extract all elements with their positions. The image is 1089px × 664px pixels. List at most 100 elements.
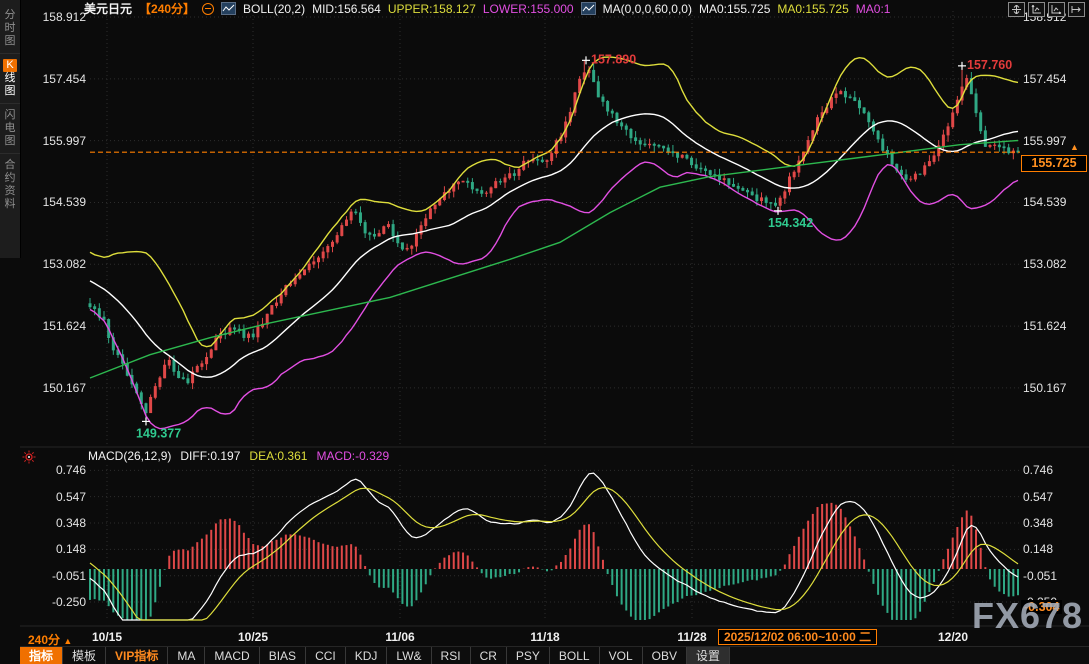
collapse-icon[interactable] [202, 2, 215, 15]
price-tick-left: 151.624 [42, 319, 86, 334]
period-text: 240分 [28, 633, 61, 647]
sidebar-tab-char: 料 [4, 198, 16, 210]
x-axis-date-label: 11/18 [530, 630, 560, 644]
sidebar-tab-char: K [3, 59, 17, 72]
toolbar-item-MACD[interactable]: MACD [205, 647, 260, 664]
price-tick-left: 153.082 [42, 257, 86, 272]
price-tick-left: 150.167 [42, 380, 86, 395]
sidebar-tab-char: 线 [4, 72, 16, 84]
macd-tick-left: 0.746 [55, 463, 86, 478]
ma0-magenta-value: MA0:1 [855, 1, 891, 16]
window-toolbar [1008, 2, 1085, 17]
sidebar-tab-char: 时 [4, 22, 16, 34]
toolbar-item-BOLL[interactable]: BOLL [550, 647, 600, 664]
macd-tick-left: -0.051 [51, 568, 86, 583]
macd-name: MACD(26,12,9) [88, 449, 172, 463]
macd-tick-right: 0.148 [1023, 542, 1054, 557]
pan-icon[interactable] [1008, 2, 1025, 17]
toolbar-item-RSI[interactable]: RSI [432, 647, 471, 664]
macd-value: MACD:-0.329 [316, 449, 390, 463]
period-arrow-icon: ▲ [63, 636, 73, 646]
watermark: FX678 [972, 595, 1084, 636]
macd-dea-value: DEA:0.361 [249, 449, 308, 463]
toolbar-item-MA[interactable]: MA [168, 647, 206, 664]
alert-icon[interactable] [22, 450, 36, 469]
price-annotation: 157.890 [591, 52, 636, 66]
toolbar-item-CR[interactable]: CR [471, 647, 507, 664]
price-tick-right: 153.082 [1023, 257, 1067, 272]
macd-tick-left: 0.148 [55, 542, 86, 557]
sidebar-tab-char: 图 [4, 35, 16, 47]
price-marker-arrow-icon: ▲ [1070, 142, 1079, 152]
toolbar-item-KDJ[interactable]: KDJ [346, 647, 388, 664]
sidebar-tab-char: 图 [4, 85, 16, 97]
price-tick-right: 154.539 [1023, 195, 1067, 210]
macd-tick-left: 0.547 [55, 489, 86, 504]
ma0-white-value: MA0:155.725 [698, 1, 771, 16]
toolbar-item-LW&[interactable]: LW& [387, 647, 432, 664]
boll-mid-value: MID:156.564 [312, 1, 381, 16]
macd-tick-left: 0.348 [55, 515, 86, 530]
macd-header: MACD(26,12,9) DIFF:0.197 DEA:0.361 MACD:… [88, 449, 389, 463]
current-price-tag: 155.725 [1021, 155, 1087, 172]
toolbar-item-OBV[interactable]: OBV [643, 647, 687, 664]
y-axis-scale-icon[interactable] [1028, 2, 1045, 17]
price-tick-right: 151.624 [1023, 319, 1067, 334]
boll-name: BOLL(20,2) [243, 1, 306, 16]
period-label: 【240分】 [139, 2, 196, 16]
ma-indicator-chart-icon[interactable] [580, 2, 596, 15]
macd-diff-value: DIFF:0.197 [180, 449, 241, 463]
x-axis-date-label: 10/15 [91, 630, 123, 644]
sidebar-tab-3[interactable]: 闪电图 [0, 104, 20, 154]
boll-lower-value: LOWER:155.000 [482, 1, 574, 16]
x-axis-date-label: 11/06 [385, 630, 415, 644]
price-tick-right: 157.454 [1023, 71, 1067, 86]
price-tick-left: 155.997 [42, 133, 86, 148]
boll-indicator-chart-icon[interactable] [221, 2, 237, 15]
symbol-title: 美元日元 [84, 2, 133, 16]
price-tick-right: 155.997 [1023, 133, 1067, 148]
x-axis-date-label: 11/28 [677, 630, 707, 644]
macd-tick-left: -0.250 [51, 595, 86, 610]
toolbar-item-VIP指标[interactable]: VIP指标 [106, 647, 169, 664]
crosshair-date-tag: 2025/12/02 06:00~10:00 二 [718, 629, 878, 645]
sidebar-tab-char: 资 [4, 185, 16, 197]
price-tick-left: 157.454 [42, 71, 86, 86]
toolbar-item-模板[interactable]: 模板 [63, 647, 107, 664]
sidebar-tab-char: 分 [4, 9, 16, 21]
macd-tick-right: 0.547 [1023, 489, 1054, 504]
sidebar-tab-char: 图 [4, 135, 16, 147]
toolbar-item-指标[interactable]: 指标 [20, 647, 64, 664]
price-annotation: 149.377 [136, 426, 181, 440]
sidebar-tab-char: 电 [4, 122, 16, 134]
toolbar-item-设置[interactable]: 设置 [686, 647, 730, 664]
macd-current-tag: -0.304 [1021, 600, 1063, 614]
price-annotation: 154.342 [768, 216, 813, 230]
export-icon[interactable] [1068, 2, 1085, 17]
boll-upper-value: UPPER:158.127 [387, 1, 476, 16]
ma0-yellow-value: MA0:155.725 [777, 1, 849, 16]
chart-header: 美元日元 【240分】 BOLL(20,2) MID:156.564 UPPER… [84, 1, 891, 17]
price-annotation: 157.760 [967, 58, 1012, 72]
macd-tick-right: -0.051 [1023, 568, 1058, 583]
indicator-toolbar: 指标 模板 VIP指标 MA MACD BIAS CCI KDJ LW& RSI CR PSY BOLL… [20, 646, 1089, 664]
sidebar-tab-char: 约 [4, 172, 16, 184]
sidebar-tab-char: 合 [4, 159, 16, 171]
macd-tick-right: 0.746 [1023, 463, 1054, 478]
x-axis-date-label: 10/25 [237, 630, 269, 644]
price-tick-right: 150.167 [1023, 380, 1067, 395]
x-axis-scale-icon[interactable] [1048, 2, 1065, 17]
toolbar-item-VOL[interactable]: VOL [600, 647, 643, 664]
sidebar-tab-1[interactable]: 分时图 [0, 4, 20, 54]
sidebar-tab-char: 闪 [4, 109, 16, 121]
toolbar-item-CCI[interactable]: CCI [306, 647, 346, 664]
x-axis-date-label: 12/20 [937, 630, 969, 644]
sidebar-tab-4[interactable]: 合约资料 [0, 154, 20, 216]
period-selector[interactable]: 240分 ▲ [28, 631, 72, 648]
price-tick-left: 158.912 [42, 10, 86, 24]
toolbar-item-PSY[interactable]: PSY [507, 647, 550, 664]
toolbar-item-BIAS[interactable]: BIAS [260, 647, 307, 664]
